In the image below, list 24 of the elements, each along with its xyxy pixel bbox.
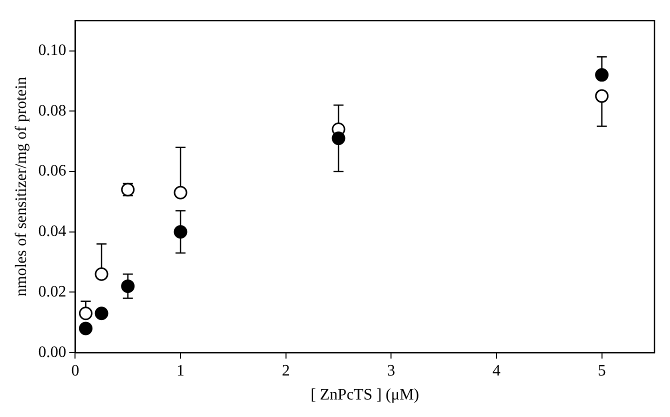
point xyxy=(595,68,609,82)
point xyxy=(121,279,135,293)
point xyxy=(174,186,188,200)
point xyxy=(595,89,609,103)
point xyxy=(78,306,92,320)
y-tick-label: 0.06 xyxy=(38,162,66,180)
point xyxy=(332,132,346,146)
y-tick-label: 0.02 xyxy=(38,283,66,300)
x-tick-label: 3 xyxy=(387,362,396,380)
x-tick-label: 5 xyxy=(598,362,606,380)
x-tick-label: 4 xyxy=(492,362,501,380)
x-axis-title: [ ZnPcTS ] (μM) xyxy=(310,386,420,404)
point xyxy=(94,267,108,281)
point xyxy=(78,322,92,336)
y-axis-title: nmoles of sensitizer/mg of protein xyxy=(12,76,30,296)
point xyxy=(174,225,188,239)
y-tick-label: 0.04 xyxy=(38,223,66,240)
point xyxy=(94,306,108,320)
y-tick-label: 0.10 xyxy=(38,42,66,59)
y-tick-label: 0.08 xyxy=(38,102,66,120)
x-tick-label: 0 xyxy=(71,362,80,380)
x-tick-label: 1 xyxy=(176,362,185,380)
y-tick-label: 0.00 xyxy=(38,344,66,361)
x-tick-label: 2 xyxy=(282,362,290,380)
